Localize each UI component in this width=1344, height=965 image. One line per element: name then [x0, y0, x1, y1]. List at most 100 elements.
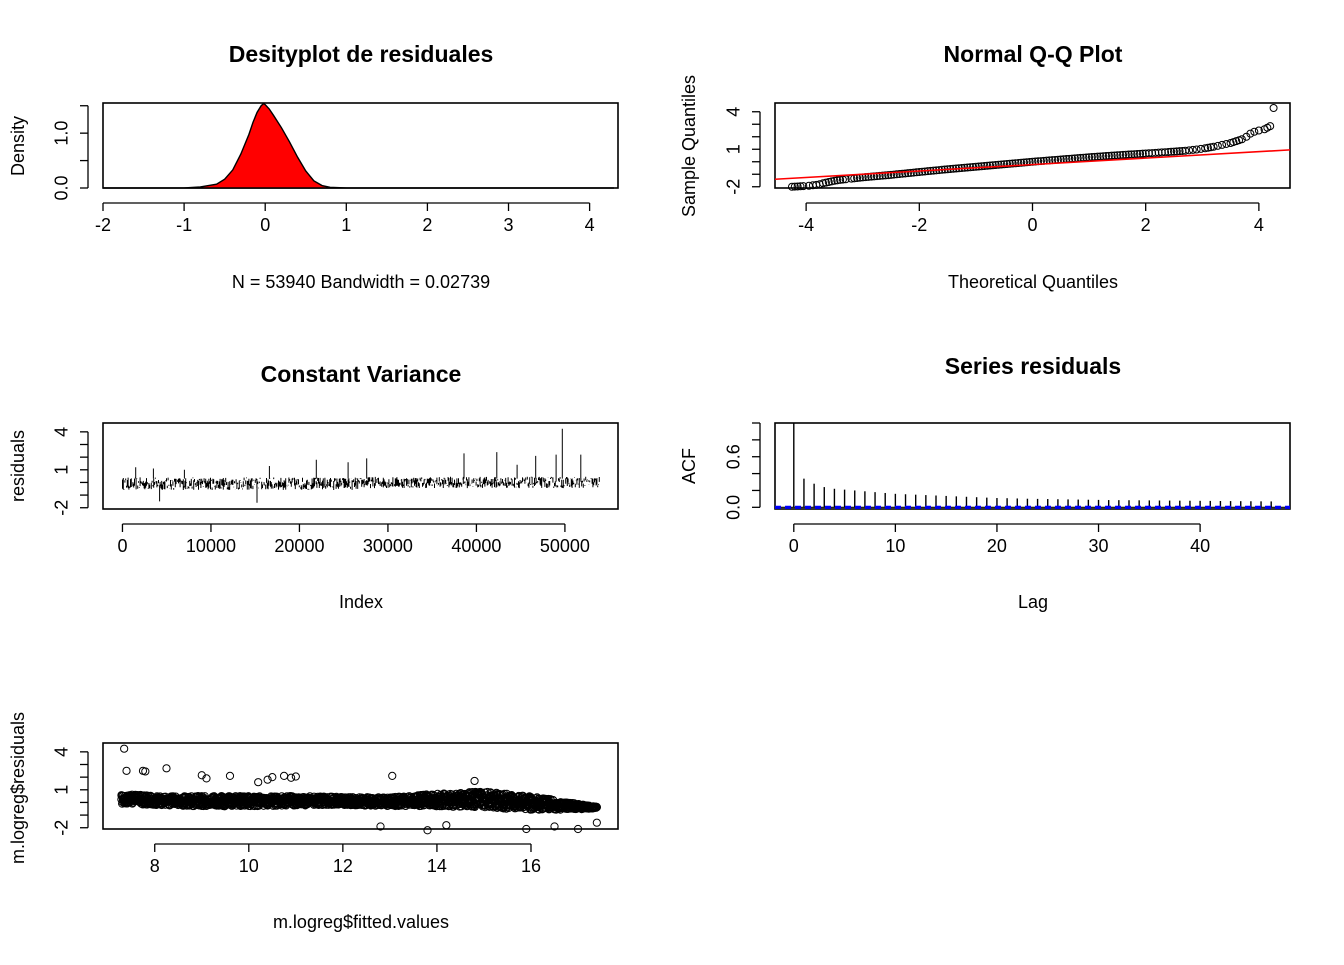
- fitted-point: [477, 788, 486, 797]
- variance-title: Constant Variance: [261, 361, 462, 387]
- density-y-tick-label: 0.0: [51, 175, 71, 200]
- fitted-point: [279, 771, 289, 780]
- qq-point: [1154, 148, 1163, 157]
- qq-point: [903, 169, 912, 178]
- fitted-y-tick-label: 1: [51, 785, 71, 795]
- variance-x-tick-label: 20000: [274, 536, 324, 556]
- qq-point: [1266, 122, 1275, 131]
- density-x-tick-label: 1: [341, 215, 351, 235]
- fitted-point: [202, 774, 211, 783]
- qq-point: [1164, 148, 1173, 156]
- qq-point: [1116, 151, 1125, 160]
- qq-point: [1005, 159, 1014, 168]
- variance-xlabel: Index: [339, 592, 383, 612]
- variance-x-tick-label: 50000: [540, 536, 590, 556]
- fitted-point: [141, 767, 150, 776]
- density-x-tick-label: -2: [95, 215, 111, 235]
- qq-point: [1213, 141, 1222, 150]
- qq-point: [1119, 150, 1128, 159]
- variance-residual-series: [122, 428, 600, 503]
- qq-point: [898, 169, 907, 178]
- qq-point: [827, 177, 836, 186]
- variance-plot-frame: [102, 422, 619, 510]
- qq-point: [796, 182, 805, 191]
- qq-point: [884, 171, 893, 180]
- qq-point: [790, 182, 799, 191]
- acf-bars: [775, 423, 1290, 509]
- qq-point: [1107, 151, 1116, 160]
- variance-ylabel: residuals: [8, 430, 28, 502]
- qq-point: [971, 162, 980, 171]
- fitted-point: [162, 764, 171, 773]
- qq-y-tick-label: 1: [723, 144, 743, 154]
- fitted-plot-frame: [102, 742, 619, 830]
- qq-y-tick-label: 4: [723, 107, 743, 117]
- fitted-x-tick-label: 16: [521, 856, 541, 876]
- density-x-tick-label: 4: [585, 215, 595, 235]
- variance-y-tick-label: 1: [51, 465, 71, 475]
- density-panel: Desityplot de residuales -2 -1 0 1 2 3 4 0.0 1.…: [8, 41, 619, 292]
- qq-point: [906, 168, 915, 177]
- variance-x-tick-label: 30000: [363, 536, 413, 556]
- qq-point: [912, 168, 921, 177]
- qq-point: [1113, 151, 1122, 160]
- qq-point: [977, 162, 986, 171]
- qq-point: [836, 175, 845, 184]
- qq-point: [1011, 159, 1020, 168]
- variance-y-axis: -2 1 4: [51, 427, 89, 516]
- acf-y-axis: 0.0 0.6: [723, 422, 761, 520]
- qq-point: [830, 176, 839, 185]
- acf-y-tick-label: 0.6: [723, 444, 743, 469]
- qq-xlabel: Theoretical Quantiles: [948, 272, 1118, 292]
- acf-title: Series residuals: [945, 353, 1121, 379]
- fitted-point: [592, 818, 601, 827]
- qq-x-tick-label: -2: [911, 215, 927, 235]
- fitted-ylabel: m.logreg$residuals: [8, 712, 28, 864]
- qq-point: [1104, 151, 1113, 160]
- qq-ylabel: Sample Quantiles: [679, 75, 699, 217]
- qq-point: [974, 162, 983, 171]
- qq-point: [824, 178, 833, 186]
- fitted-point: [122, 766, 131, 775]
- fitted-panel: 8 10 12 14 16 -214 m.logreg$fitted.values m.…: [8, 712, 619, 932]
- qq-x-tick-label: 2: [1141, 215, 1151, 235]
- qq-point: [997, 160, 1006, 169]
- acf-x-tick-label: 30: [1089, 536, 1109, 556]
- acf-x-tick-label: 0: [789, 536, 799, 556]
- qq-point: [1222, 139, 1231, 148]
- qq-point: [1124, 150, 1133, 159]
- variance-x-axis: 0 10000 20000 30000 40000 50000: [117, 523, 590, 556]
- qq-x-axis: -4 -2 0 2 4: [798, 202, 1264, 235]
- qq-point: [1167, 147, 1176, 156]
- qq-point: [1022, 158, 1031, 167]
- acf-y-tick-label: 0.0: [723, 495, 743, 520]
- qq-point: [1136, 149, 1145, 158]
- density-x-axis: -2 -1 0 1 2 3 4: [95, 202, 595, 235]
- qq-point: [1000, 160, 1009, 169]
- density-xlabel: N = 53940 Bandwidth = 0.02739: [232, 272, 490, 292]
- qq-point: [988, 161, 997, 170]
- fitted-x-tick-label: 12: [333, 856, 353, 876]
- qq-panel: Normal Q-Q Plot -4 -2 0 2 4 -2 1 4 Theoretical…: [679, 41, 1291, 292]
- qq-point: [875, 171, 884, 180]
- fitted-point: [268, 773, 277, 782]
- qq-point: [878, 171, 887, 180]
- qq-point: [1151, 148, 1160, 157]
- qq-point: [986, 161, 995, 170]
- qq-point: [980, 162, 989, 170]
- variance-y-tick-label: -2: [51, 500, 71, 516]
- qq-point: [991, 161, 1000, 169]
- fitted-point: [376, 822, 385, 831]
- qq-point: [1201, 144, 1210, 153]
- variance-y-tick-label: 4: [51, 427, 71, 437]
- qq-point: [895, 170, 904, 179]
- qq-x-tick-label: -4: [798, 215, 814, 235]
- acf-ylabel: ACF: [679, 448, 699, 484]
- qq-point: [1127, 150, 1136, 159]
- qq-point: [1161, 148, 1170, 157]
- fitted-x-tick-label: 8: [150, 856, 160, 876]
- qq-points: [787, 104, 1278, 191]
- qq-point: [1144, 149, 1153, 158]
- qq-point: [819, 179, 828, 188]
